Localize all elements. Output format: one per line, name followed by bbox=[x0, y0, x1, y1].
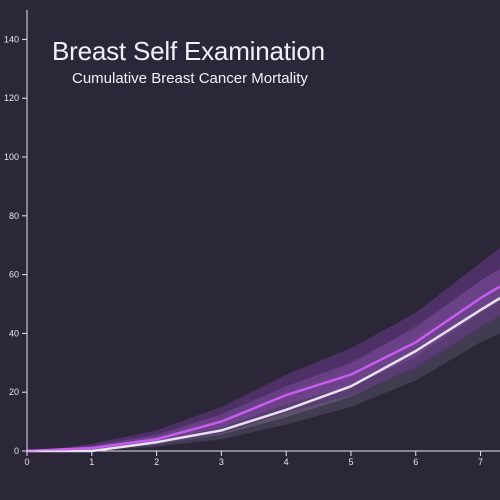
x-tick-label: 2 bbox=[154, 457, 159, 467]
y-tick-label: 100 bbox=[4, 152, 19, 162]
x-tick-label: 7 bbox=[478, 457, 483, 467]
bse-band-inner bbox=[27, 268, 500, 451]
x-tick-label: 3 bbox=[219, 457, 224, 467]
x-tick-label: 6 bbox=[413, 457, 418, 467]
y-tick-label: 20 bbox=[9, 387, 19, 397]
chart-subtitle: Cumulative Breast Cancer Mortality bbox=[72, 70, 308, 87]
x-tick-label: 0 bbox=[24, 457, 29, 467]
y-tick-label: 120 bbox=[4, 93, 19, 103]
x-tick-label: 5 bbox=[348, 457, 353, 467]
x-tick-label: 4 bbox=[284, 457, 289, 467]
y-tick-label: 0 bbox=[14, 446, 19, 456]
x-tick-label: 1 bbox=[89, 457, 94, 467]
y-tick-label: 60 bbox=[9, 270, 19, 280]
y-tick-label: 140 bbox=[4, 34, 19, 44]
chart-title: Breast Self Examination bbox=[52, 36, 325, 66]
y-tick-label: 40 bbox=[9, 328, 19, 338]
y-tick-label: 80 bbox=[9, 211, 19, 221]
bse-series-line bbox=[26, 285, 500, 453]
